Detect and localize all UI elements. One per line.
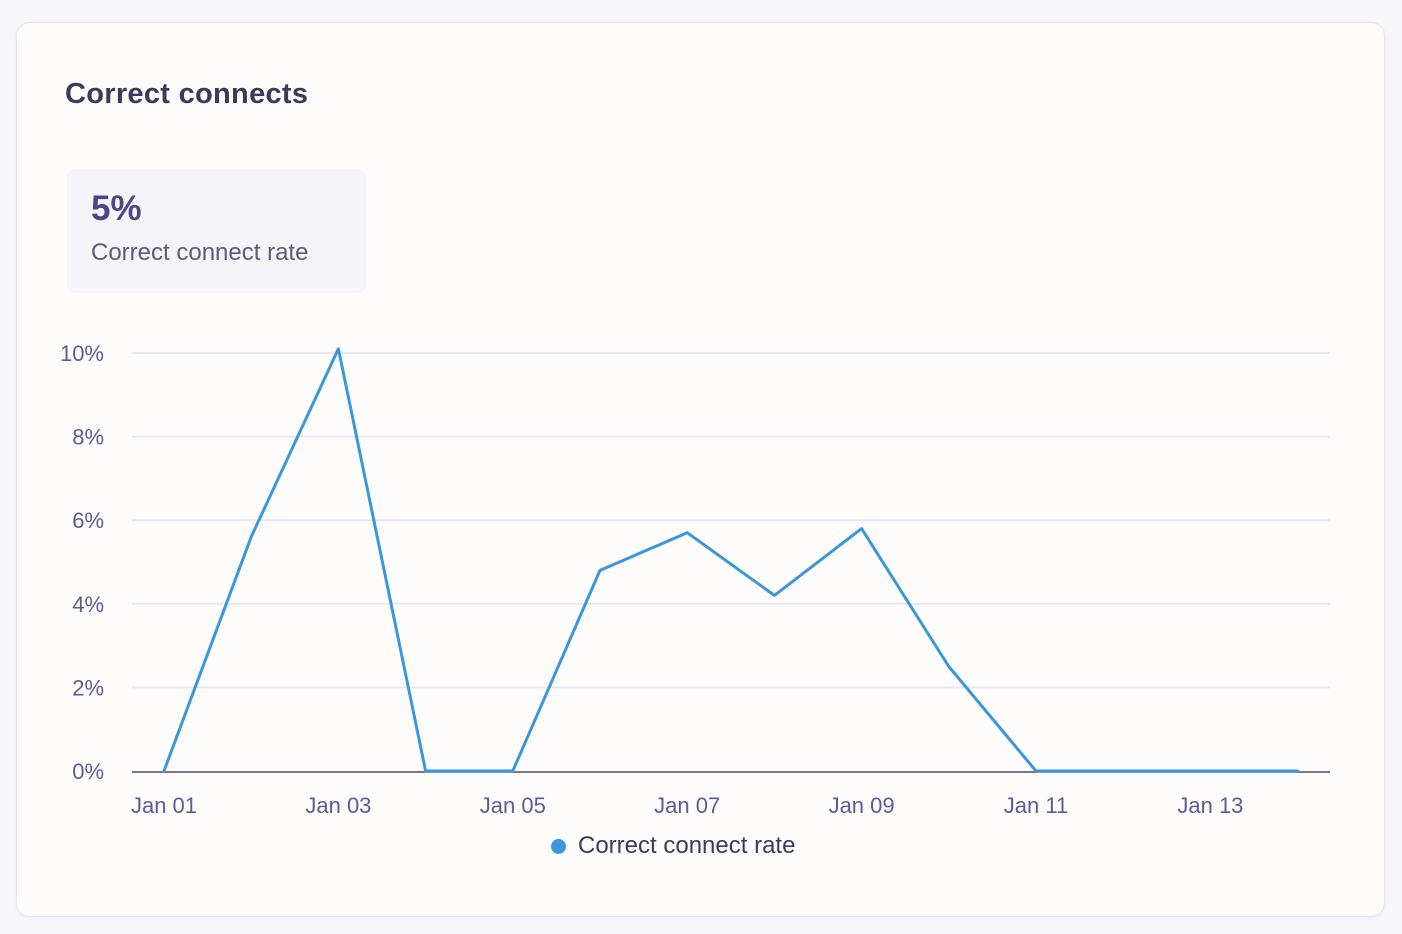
y-tick-label: 4% [72, 592, 104, 617]
data-point[interactable] [681, 527, 693, 539]
y-axis: 0% 2% 4% 6% 8% 10% [60, 341, 104, 784]
data-point[interactable] [507, 765, 519, 777]
series-line [162, 347, 1300, 773]
x-tick-label: Jan 01 [131, 793, 197, 818]
x-tick-label: Jan 13 [1177, 793, 1243, 818]
y-tick-label: 10% [60, 341, 104, 366]
card-title: Correct connects [65, 78, 309, 110]
data-point[interactable] [768, 589, 780, 601]
x-tick-label: Jan 05 [480, 793, 546, 818]
y-tick-label: 8% [72, 425, 104, 450]
data-point[interactable] [332, 343, 344, 355]
x-axis: Jan 01 Jan 03 Jan 05 Jan 07 Jan 09 Jan 11 Jan … [131, 793, 1243, 818]
y-tick-label: 2% [72, 675, 104, 700]
legend-marker-icon [551, 838, 566, 854]
data-point[interactable] [1204, 765, 1216, 777]
data-point[interactable] [1292, 765, 1304, 777]
x-tick-label: Jan 07 [654, 793, 720, 818]
chart-card: Correct connects 5% Correct connect rate [16, 22, 1385, 917]
data-point[interactable] [1030, 765, 1042, 777]
data-point[interactable] [594, 564, 606, 576]
data-point[interactable] [1117, 765, 1129, 777]
x-tick-label: Jan 11 [1004, 793, 1068, 818]
x-tick-label: Jan 09 [829, 793, 895, 818]
legend[interactable]: Correct connect rate [551, 832, 795, 860]
summary-value: 5% [91, 189, 142, 228]
data-point[interactable] [158, 765, 170, 777]
x-tick-label: Jan 03 [305, 793, 371, 818]
y-tick-label: 6% [72, 508, 104, 533]
series-layer [158, 343, 1304, 777]
grid-lines [132, 352, 1330, 689]
legend-label: Correct connect rate [578, 832, 796, 859]
y-tick-label: 0% [72, 759, 104, 784]
data-point[interactable] [943, 661, 955, 673]
summary-stat: 5% Correct connect rate [67, 169, 366, 293]
data-point[interactable] [420, 765, 432, 777]
summary-label: Correct connect rate [91, 239, 309, 266]
data-point[interactable] [856, 523, 868, 535]
data-point[interactable] [245, 531, 257, 543]
